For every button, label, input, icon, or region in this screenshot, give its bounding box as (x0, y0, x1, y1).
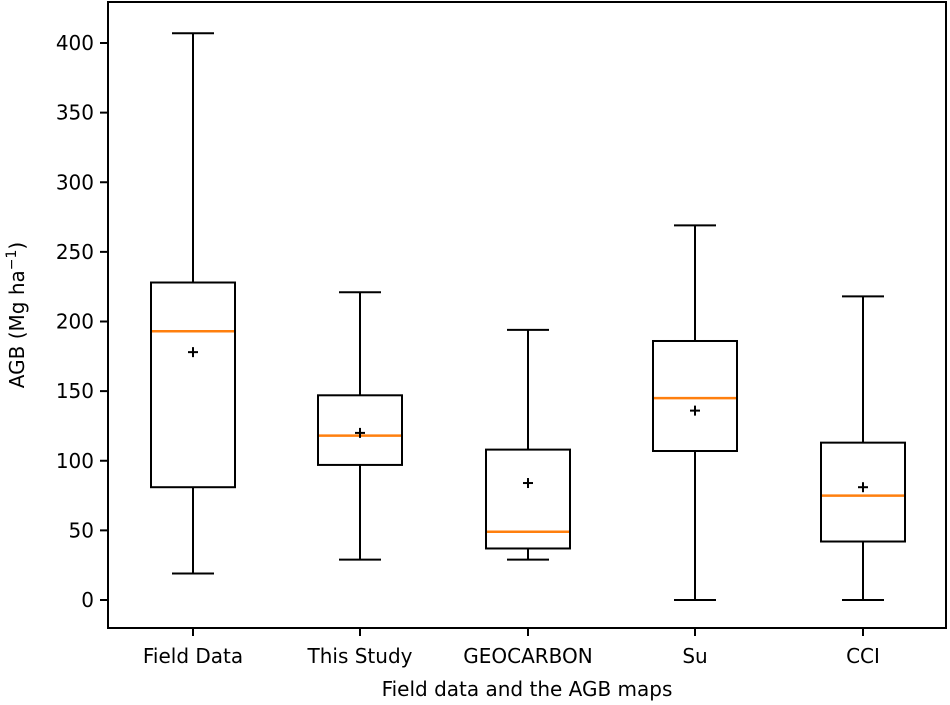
y-tick-label: 300 (56, 170, 94, 194)
box-cci (820, 295, 906, 601)
iqr-box (820, 441, 906, 543)
iqr-box (317, 394, 403, 466)
y-tick-label: 250 (56, 240, 94, 264)
x-axis: Field Data This Study GEOCARBON Su CCI (143, 628, 880, 668)
x-tick-label: Su (682, 644, 707, 668)
mean-marker (355, 427, 365, 438)
x-tick-label: Field Data (143, 644, 243, 668)
box-geocarbon (485, 328, 571, 561)
x-tick-label: This Study (307, 644, 413, 668)
y-tick-label: 50 (69, 518, 94, 542)
mean-marker (858, 482, 868, 493)
plot-area-frame (107, 1, 947, 629)
y-tick-label: 150 (56, 379, 94, 403)
y-tick-label: 400 (56, 31, 94, 55)
x-tick-label: GEOCARBON (463, 644, 593, 668)
y-axis-label-main: AGB (Mg ha (5, 270, 29, 388)
x-tick-label: CCI (846, 644, 880, 668)
iqr-box (485, 448, 571, 550)
iqr-box (652, 339, 738, 453)
y-axis-label-close: ) (5, 242, 29, 250)
y-tick-label: 200 (56, 310, 94, 334)
y-axis: 0 50 100 150 200 250 300 350 400 (56, 31, 108, 612)
iqr-box (150, 281, 236, 489)
box-su (652, 224, 738, 601)
y-tick-label: 0 (81, 588, 94, 612)
mean-marker (690, 405, 700, 416)
box-this-study (317, 291, 403, 561)
y-tick-label: 350 (56, 101, 94, 125)
box-series (150, 32, 906, 601)
mean-marker (188, 347, 198, 358)
y-tick-label: 100 (56, 449, 94, 473)
x-axis-label: Field data and the AGB maps (382, 677, 673, 701)
box-field-data (150, 32, 236, 575)
y-axis-label-superscript: −1 (4, 250, 20, 271)
mean-marker (523, 478, 533, 489)
y-axis-label: AGB (Mg ha−1) (4, 242, 29, 388)
